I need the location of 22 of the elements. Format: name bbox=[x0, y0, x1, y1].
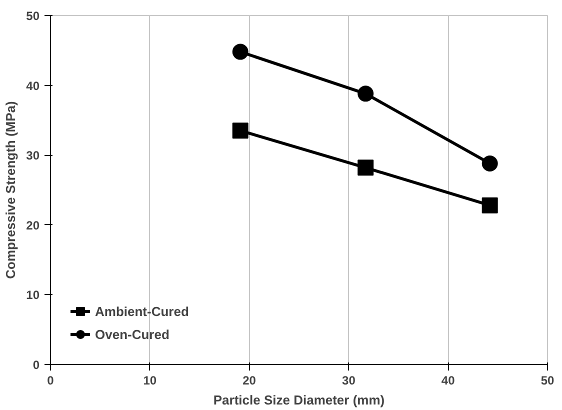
y-tick-label: 50 bbox=[26, 9, 40, 23]
x-tick-label: 50 bbox=[540, 374, 554, 388]
x-tick-label: 20 bbox=[242, 374, 256, 388]
y-tick-label: 20 bbox=[26, 218, 40, 232]
x-axis-title: Particle Size Diameter (mm) bbox=[213, 392, 385, 408]
x-tick-label: 30 bbox=[342, 374, 356, 388]
point bbox=[232, 122, 248, 139]
y-tick-label: 40 bbox=[26, 78, 40, 93]
legend-label: Ambient-Cured bbox=[95, 304, 189, 318]
point bbox=[482, 155, 498, 172]
point bbox=[358, 86, 374, 102]
y-tick-label: 30 bbox=[26, 148, 40, 163]
y-axis-title: Compressive Strength (MPa) bbox=[3, 101, 18, 279]
point bbox=[482, 197, 498, 214]
x-tick-label: 0 bbox=[47, 374, 54, 388]
y-tick-label: 0 bbox=[32, 358, 40, 372]
point bbox=[358, 160, 374, 176]
point bbox=[232, 44, 248, 60]
y-tick-label: 10 bbox=[26, 288, 40, 302]
x-tick-label: 40 bbox=[441, 374, 456, 388]
x-tick-label: 10 bbox=[143, 374, 157, 388]
legend-label: Oven-Cured bbox=[95, 326, 170, 342]
